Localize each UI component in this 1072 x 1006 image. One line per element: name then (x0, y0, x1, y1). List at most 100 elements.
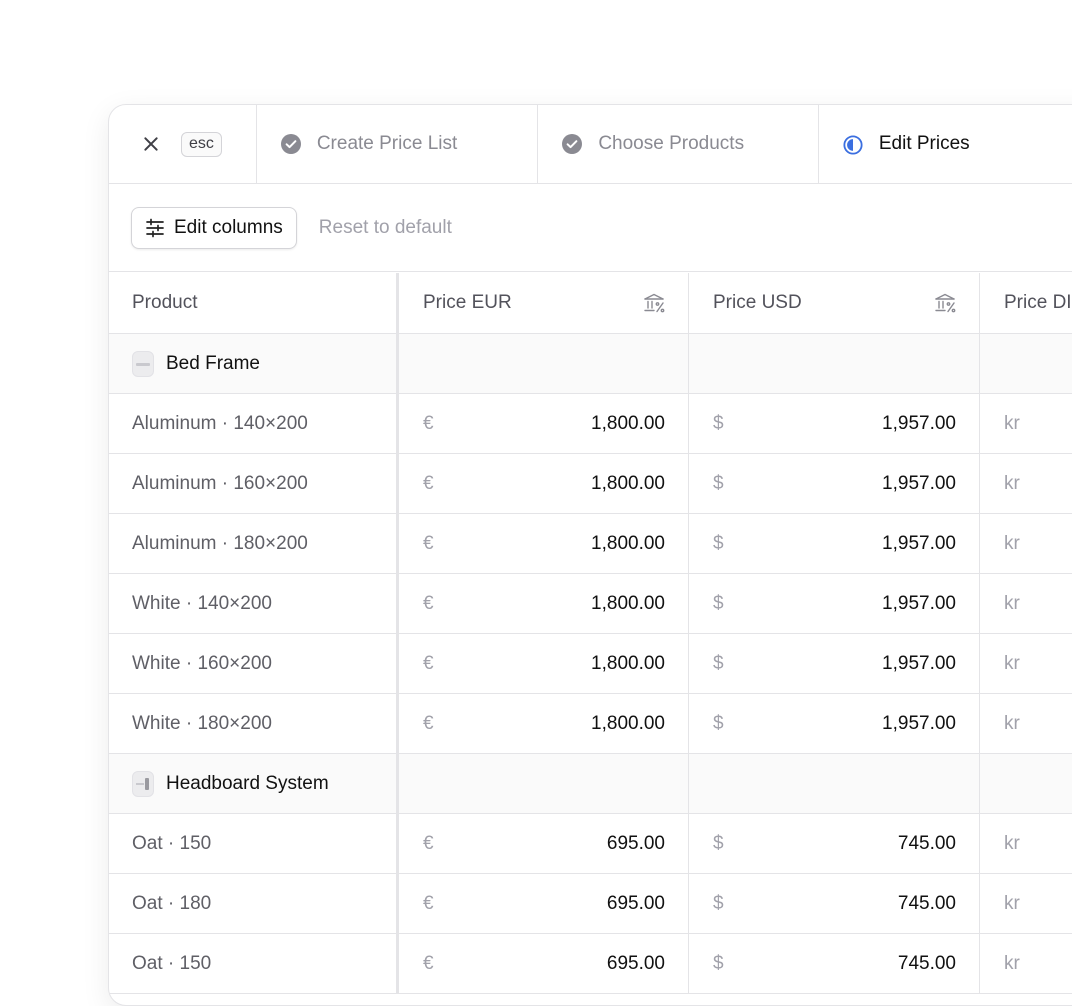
table-row: White · 140×200 €1,800.00 $1,957.00 kr (109, 574, 1072, 634)
currency-symbol: $ (713, 832, 724, 854)
tax-inclusive-icon[interactable] (934, 292, 956, 314)
price-value: 745.00 (897, 952, 956, 974)
price-value: 1,957.00 (882, 652, 956, 674)
edit-prices-panel: esc Create Price List Choose Products Ed… (108, 104, 1072, 1006)
currency-symbol: € (423, 592, 434, 614)
table-row: White · 180×200 €1,800.00 $1,957.00 kr (109, 694, 1072, 754)
column-header-price-dkk[interactable]: Price DI (1004, 292, 1072, 313)
currency-symbol: $ (713, 712, 724, 734)
variant-name: White · 140×200 (109, 574, 399, 633)
price-eur-input[interactable]: €1,800.00 (399, 574, 689, 633)
column-header-price-usd[interactable]: Price USD (689, 273, 980, 333)
price-value: 745.00 (897, 832, 956, 854)
currency-symbol: $ (713, 472, 724, 494)
price-value: 1,957.00 (882, 712, 956, 734)
price-dkk-input[interactable]: kr (980, 934, 1072, 993)
table-row: Aluminum · 140×200 €1,800.00 $1,957.00 k… (109, 394, 1072, 454)
price-eur-input[interactable]: €695.00 (399, 874, 689, 933)
step-edit-prices[interactable]: Edit Prices (819, 105, 1072, 183)
tax-inclusive-icon[interactable] (643, 292, 665, 314)
price-eur-input[interactable]: €1,800.00 (399, 514, 689, 573)
product-thumbnail (132, 770, 154, 797)
price-usd-input[interactable]: $1,957.00 (689, 634, 980, 693)
price-usd-input[interactable]: $745.00 (689, 874, 980, 933)
empty-cell (980, 754, 1072, 813)
close-icon[interactable] (143, 136, 159, 152)
close-cell: esc (109, 105, 257, 183)
product-group-name: Headboard System (166, 772, 329, 794)
currency-symbol: kr (1004, 892, 1020, 914)
currency-symbol: € (423, 832, 434, 854)
price-eur-input[interactable]: €1,800.00 (399, 454, 689, 513)
currency-symbol: kr (1004, 832, 1020, 854)
price-eur-input[interactable]: €695.00 (399, 814, 689, 873)
price-usd-input[interactable]: $745.00 (689, 814, 980, 873)
table-toolbar: Edit columns Reset to default (109, 184, 1072, 272)
currency-symbol: $ (713, 652, 724, 674)
price-dkk-input[interactable]: kr (980, 394, 1072, 453)
variant-name: White · 160×200 (109, 634, 399, 693)
step-bar: esc Create Price List Choose Products Ed… (109, 105, 1072, 184)
step-choose-products[interactable]: Choose Products (538, 105, 819, 183)
prices-table: Product Price EUR Price USD (109, 273, 1072, 994)
price-eur-input[interactable]: €695.00 (399, 934, 689, 993)
column-header-price-eur[interactable]: Price EUR (399, 273, 689, 333)
price-value: 1,800.00 (591, 592, 665, 614)
price-value: 1,957.00 (882, 532, 956, 554)
price-usd-input[interactable]: $1,957.00 (689, 574, 980, 633)
step-create-price-list[interactable]: Create Price List (257, 105, 539, 183)
price-value: 695.00 (606, 952, 665, 974)
price-eur-input[interactable]: €1,800.00 (399, 694, 689, 753)
currency-symbol: $ (713, 592, 724, 614)
product-group-cell: Bed Frame (109, 334, 399, 393)
sliders-icon (145, 218, 165, 238)
price-usd-input[interactable]: $1,957.00 (689, 694, 980, 753)
currency-symbol: kr (1004, 472, 1020, 494)
table-row: Aluminum · 160×200 €1,800.00 $1,957.00 k… (109, 454, 1072, 514)
column-header-label: Price USD (713, 292, 802, 313)
variant-name: Oat · 180 (109, 874, 399, 933)
empty-cell (399, 754, 689, 813)
step-label: Edit Prices (878, 133, 970, 154)
price-value: 745.00 (897, 892, 956, 914)
price-dkk-input[interactable]: kr (980, 574, 1072, 633)
table-row: Aluminum · 180×200 €1,800.00 $1,957.00 k… (109, 514, 1072, 574)
product-group-cell: Headboard System (109, 754, 399, 813)
price-eur-input[interactable]: €1,800.00 (399, 394, 689, 453)
variant-name: Aluminum · 180×200 (109, 514, 399, 573)
price-usd-input[interactable]: $1,957.00 (689, 394, 980, 453)
price-value: 1,800.00 (591, 472, 665, 494)
price-usd-input[interactable]: $1,957.00 (689, 454, 980, 513)
price-dkk-input[interactable]: kr (980, 514, 1072, 573)
price-dkk-input[interactable]: kr (980, 454, 1072, 513)
table-row: Oat · 150 €695.00 $745.00 kr (109, 934, 1072, 994)
product-group-row: Headboard System (109, 754, 1072, 814)
edit-columns-label: Edit columns (174, 216, 283, 238)
empty-cell (399, 334, 689, 393)
currency-symbol: € (423, 532, 434, 554)
price-dkk-input[interactable]: kr (980, 694, 1072, 753)
price-value: 1,800.00 (591, 412, 665, 434)
price-dkk-input[interactable]: kr (980, 874, 1072, 933)
reset-to-default-button[interactable]: Reset to default (318, 216, 452, 238)
price-value: 1,800.00 (591, 652, 665, 674)
currency-symbol: € (423, 472, 434, 494)
variant-name: Aluminum · 140×200 (109, 394, 399, 453)
price-dkk-input[interactable]: kr (980, 634, 1072, 693)
empty-cell (689, 334, 980, 393)
product-thumbnail (132, 350, 154, 377)
edit-columns-button[interactable]: Edit columns (131, 206, 297, 249)
price-dkk-input[interactable]: kr (980, 814, 1072, 873)
currency-symbol: $ (713, 412, 724, 434)
price-eur-input[interactable]: €1,800.00 (399, 634, 689, 693)
check-circle-icon (280, 134, 301, 154)
price-usd-input[interactable]: $1,957.00 (689, 514, 980, 573)
price-usd-input[interactable]: $745.00 (689, 934, 980, 993)
currency-symbol: € (423, 652, 434, 674)
half-circle-progress-icon (843, 134, 863, 155)
currency-symbol: € (423, 712, 434, 734)
column-header-product[interactable]: Product (109, 273, 399, 333)
variant-name: White · 180×200 (109, 694, 399, 753)
currency-symbol: kr (1004, 592, 1020, 614)
price-value: 1,957.00 (882, 592, 956, 614)
